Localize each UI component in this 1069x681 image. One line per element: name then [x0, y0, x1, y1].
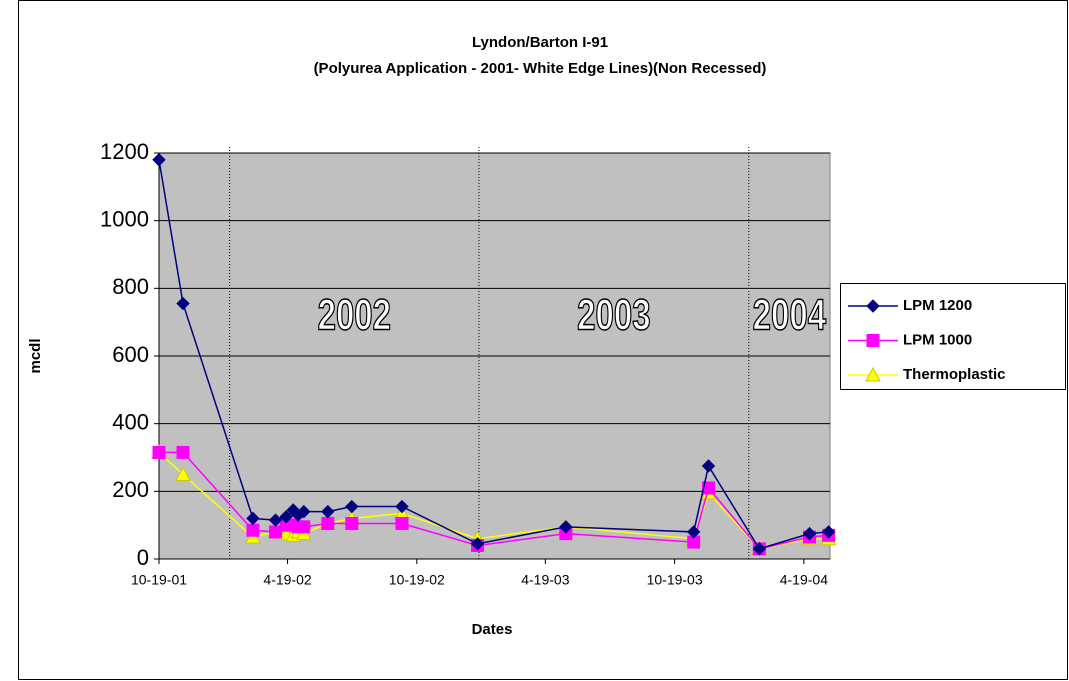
marker	[865, 366, 881, 382]
x-tick-label: 10-19-03	[647, 572, 703, 588]
y-tick-label: 400	[112, 409, 149, 434]
marker	[686, 525, 701, 539]
x-tick-label: 4-19-02	[263, 572, 311, 588]
legend-label: LPM 1200	[903, 297, 972, 314]
marker	[395, 516, 409, 530]
marker	[866, 299, 880, 313]
marker	[246, 511, 260, 526]
marker	[752, 542, 767, 556]
year-annotation: 2002	[318, 291, 391, 340]
marker	[152, 445, 166, 459]
year-annotation: 2003	[577, 291, 650, 340]
x-tick-label: 10-19-01	[131, 572, 187, 588]
chart-title: Lyndon/Barton I-91	[472, 34, 608, 51]
marker	[345, 499, 359, 514]
legend-label: LPM 1000	[903, 331, 972, 348]
legend-label: Thermoplastic	[903, 366, 1006, 383]
marker	[559, 520, 573, 534]
y-tick-label: 800	[112, 274, 149, 299]
marker	[470, 537, 485, 551]
x-tick-label: 10-19-02	[389, 572, 445, 588]
marker	[175, 466, 191, 481]
marker	[297, 504, 311, 519]
marker	[866, 334, 880, 347]
legend: LPM 1200 LPM 1000 Thermoplastic	[840, 283, 1066, 390]
y-tick-label: 0	[137, 545, 149, 570]
year-annotation: 2004	[753, 291, 827, 340]
chart-subtitle: (Polyurea Application - 2001- White Edge…	[314, 60, 767, 77]
marker	[395, 499, 409, 514]
marker	[321, 504, 335, 519]
y-axis-label: mcdl	[27, 338, 44, 373]
marker	[821, 525, 836, 539]
marker	[279, 510, 293, 524]
x-axis-label: Dates	[472, 621, 513, 638]
marker	[321, 516, 335, 530]
marker	[297, 520, 311, 534]
marker	[702, 481, 716, 495]
y-tick-label: 600	[112, 342, 149, 367]
marker	[176, 445, 190, 459]
y-tick-label: 1000	[100, 206, 149, 231]
y-tick-label: 1200	[100, 139, 149, 164]
x-tick-label: 4-19-03	[521, 572, 569, 588]
marker	[152, 153, 166, 167]
marker	[345, 516, 359, 530]
marker	[268, 513, 283, 527]
y-tick-label: 200	[112, 477, 149, 502]
marker	[246, 523, 260, 537]
x-tick-label: 4-19-04	[780, 572, 828, 588]
marker	[176, 296, 190, 311]
marker	[701, 459, 716, 473]
marker	[802, 526, 817, 541]
